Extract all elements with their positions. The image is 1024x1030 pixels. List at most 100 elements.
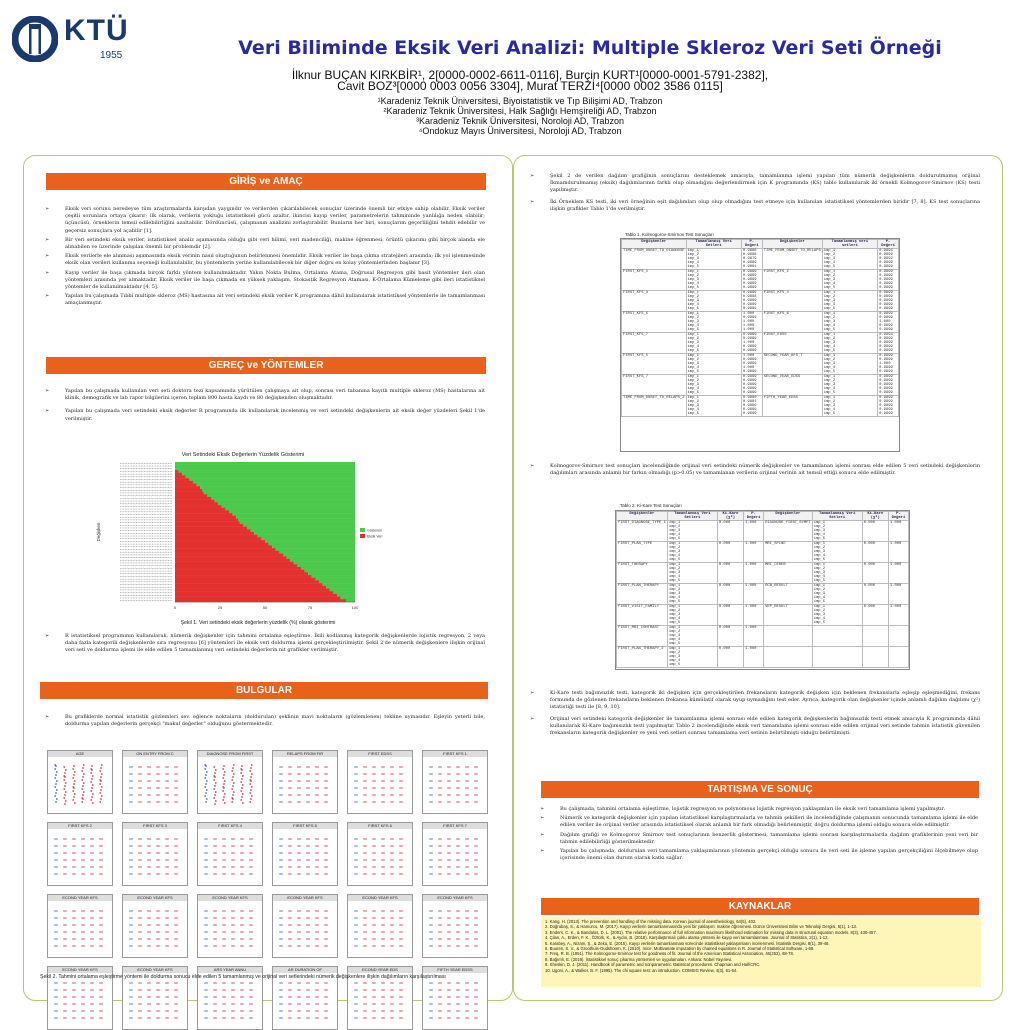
table-cell: FIRST_KFS_4 [761,290,823,312]
results-text: ➢ Bu grafiklerde normal istatistik gözlem… [45,714,485,728]
table-cell: FIRST_KFS_1 [621,269,687,291]
x-tick-label: 0 [174,605,177,610]
table-cell: 1.000 [887,583,909,605]
table-cell: imp_1 imp_2 imp_3 imp_4 imp_5 [685,269,742,291]
table-cell: 1.000 [743,604,765,626]
table-header-cell: P-Değeri [740,239,763,249]
table-cell: TIME_FROM_ONSET_TO_RELAPS [761,248,823,270]
strip-plot-area [279,838,328,875]
table-header-cell: Tamamlanmış Veri Setleri [811,511,863,521]
data-point [73,765,75,767]
section-methods-header: GEREÇ ve YÖNTEMLER [46,357,486,374]
data-point [82,794,84,796]
data-point [100,780,102,782]
data-point [72,768,75,770]
table-row: FIRST_VISIT_FAMILY imp_1 imp_2 imp_3 imp_4 im… [616,604,909,626]
intro-paragraph: ➢ Eksik verilerle ele alınması aşamasında… [45,253,485,267]
table-cell: FIRST_KFS_7 [621,332,687,354]
bar-observed [272,545,355,549]
strip-plot-area [429,838,478,875]
reference-item: 6. Buuren, S. V., & Groothuis-Oudshoorn,… [545,946,815,952]
bar-observed [236,515,355,519]
bar-observed [218,502,355,506]
bar-observed [178,470,355,473]
table-cell: imp_1 imp_2 imp_3 imp_4 imp_5 [685,332,742,354]
data-point [223,793,226,795]
bar-observed [326,585,355,589]
table-cell: 0.000 [716,646,745,668]
data-point [81,779,84,781]
table-header-cell: Değişkenler [621,239,687,249]
table-header-cell: Değişkenler [616,511,668,521]
strip-plot-panel: AR DURATION OF [272,966,338,1030]
table-header-cell: Ki-Kare (χ²) [861,511,889,521]
strip-plot-panel: ECOND YEAR KFS [122,894,188,958]
bar-missing [175,470,179,473]
bar-missing [175,480,193,484]
data-point [64,803,66,805]
data-point [205,783,207,785]
intro-paragraph: ➢ Kayıp veriler ile başa çıkmada birçok f… [45,269,485,291]
data-point [99,770,102,772]
table-cell: 1.000 0.9999 0.9999 1.000 0.9999 [740,353,763,375]
data-point [214,782,217,784]
bar-observed [214,499,355,503]
data-point [73,771,76,773]
data-point [81,801,84,803]
bar-missing [175,585,327,589]
table-header-cell: Değişkenler [761,239,823,249]
data-point [214,800,217,802]
data-point [232,798,234,800]
table-header-cell: P-Değeri [877,239,899,249]
data-point [250,764,253,766]
data-point [82,767,84,769]
data-point [64,776,66,778]
data-point [241,778,243,780]
table-cell: imp_1 imp_2 imp_3 imp_4 imp_5 [666,625,718,647]
table-row: FIRST_KFS_5 imp_1 imp_2 imp_3 imp_4 imp_5 1.00… [621,353,899,375]
data-point [250,780,252,782]
intro-text: ➢ Eksik veri sorunu neredeyse tüm araştır… [45,206,485,310]
data-point [64,800,67,802]
bar-missing [175,540,265,543]
right-text-top: ➢ Şekil 2 de verilen dağılım grafiğinin s… [530,173,980,212]
data-point [205,771,208,773]
affiliation-4: ⁴Ondokuz Mayıs Üniversitesi, Noroloji AD… [418,126,622,136]
legend-swatch [360,528,365,532]
data-point [241,765,243,767]
table-cell: 0.9999 0.9999 0.9999 0.9999 0.9999 [877,374,899,396]
table-cell: 0.000 [716,583,745,605]
table-cell: FIRST_KFS_2 [761,269,823,291]
logo-text: KTÜ [64,14,129,47]
bar-missing [175,580,319,584]
table-cell: imp_1 imp_2 imp_3 imp_4 imp_5 [821,395,879,417]
table-cell: FIRST_KFS_7 [621,374,687,396]
bar-missing [175,572,309,576]
strip-plot-area [204,764,253,805]
strip-plot-area [354,838,403,875]
methods-after-chart: ➢ R istatistiksel programının kullanılara… [45,633,485,654]
data-point [205,765,207,767]
table-cell [861,646,889,668]
data-point [64,785,66,787]
strip-plot-panel: FIRST KFS 2 [47,822,113,886]
data-point [91,769,93,771]
bar-missing [175,599,346,603]
strip-plot-panel: FIRST KFS 7 [422,822,488,886]
data-point [214,776,216,778]
table-cell: 0.9999 0.9999 1.000 0.9999 0.9999 [877,353,899,375]
bar-missing [175,513,233,517]
table-cell: 1.000 [743,583,765,605]
table-cell: FIRST_MRI_CONTRAST [616,625,668,647]
bar-observed [175,467,355,471]
legend-swatch [360,534,365,538]
table-cell: 0.000 [861,583,889,605]
data-point [73,774,75,776]
data-point [232,785,234,787]
bar-missing [175,529,251,533]
bar-missing [175,521,240,525]
bar-observed [311,575,355,578]
ktu-logo: KTÜ 1955 [12,14,157,64]
strip-plot-panel: ON ENTRY FROM C [122,750,188,814]
data-point [214,769,217,771]
